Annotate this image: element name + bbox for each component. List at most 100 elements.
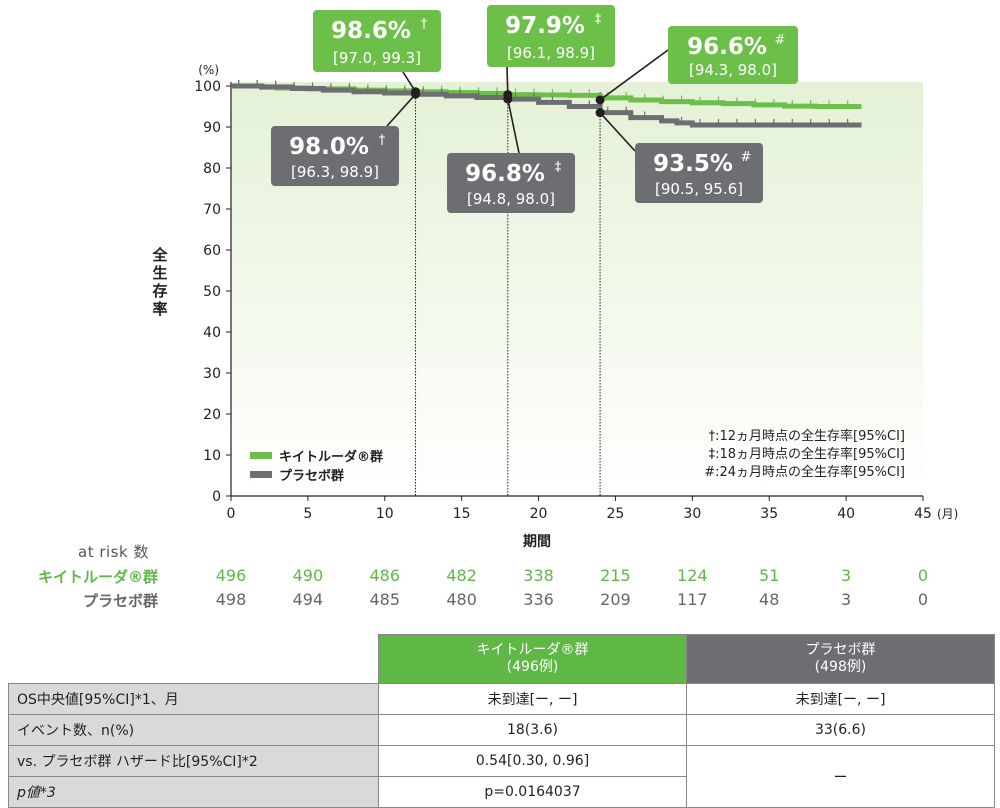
- callout-value: 98.0%: [289, 134, 369, 160]
- at-risk-value: 0: [917, 590, 929, 609]
- callout-value: 96.6%: [687, 34, 767, 60]
- x-tick-label: 0: [227, 506, 236, 522]
- placebo-callout-box: [635, 143, 763, 203]
- table-corner: [8, 634, 379, 684]
- at-risk-value: 0: [917, 566, 929, 585]
- y-tick-label: 100: [194, 79, 221, 95]
- keytruda-callout-box: [313, 10, 441, 72]
- at-risk-row-label: プラセボ群: [82, 592, 158, 610]
- at-risk-value: 486: [369, 566, 401, 585]
- table-header-placebo: プラセボ群 (498例): [686, 634, 995, 684]
- y-tick-label: 70: [203, 202, 221, 218]
- callout-ci: [96.1, 98.9]: [507, 44, 595, 62]
- callout-leader: [599, 112, 636, 152]
- y-tick-label: 80: [203, 161, 221, 177]
- at-risk-value: 494: [292, 590, 324, 609]
- x-tick-label: 5: [303, 506, 312, 522]
- hazard-ratio-placebo: ー: [686, 745, 995, 808]
- at-risk-value: 209: [600, 590, 631, 609]
- y-tick-label: 50: [203, 284, 221, 300]
- at-risk-value: 117: [677, 590, 708, 609]
- at-risk-row-label: キイトルーダ®群: [37, 568, 158, 586]
- placebo-curve: [231, 83, 862, 128]
- keytruda-header-n: (496例): [506, 659, 559, 675]
- y-tick-label: 60: [203, 243, 221, 259]
- footnote: #:24ヵ月時点の全生存率[95%CI]: [704, 464, 905, 480]
- at-risk-value: 48: [759, 590, 780, 609]
- events-keytruda: 18(3.6): [378, 714, 687, 746]
- callout-leader: [599, 49, 669, 101]
- legend-swatch-placebo: [250, 471, 272, 478]
- at-risk-title: at risk 数: [78, 543, 149, 561]
- callout-point: [595, 95, 605, 105]
- placebo-callout-box: [271, 126, 399, 186]
- x-tick-label: 25: [607, 506, 625, 522]
- callout-mark: ‡: [595, 12, 602, 27]
- x-tick-label: 20: [530, 506, 548, 522]
- callout-mark: #: [741, 150, 752, 165]
- footnote: ‡:18ヵ月時点の全生存率[95%CI]: [709, 446, 905, 462]
- row-hazard-ratio-label: vs. プラセボ群 ハザード比[95%CI]*2: [8, 745, 379, 777]
- callout-leader: [506, 66, 509, 95]
- y-axis-title: 全生存率: [151, 246, 168, 318]
- callout-point: [411, 89, 421, 99]
- at-risk-row-placebo: プラセボ群 498 494 485 480 336 209 117 48 3 0: [0, 590, 1000, 612]
- os-median-keytruda: 未到達[ー, ー]: [378, 683, 687, 715]
- at-risk-value: 482: [446, 566, 477, 585]
- survival-chart: 0 10 20 30 40 50 60 70 80 90 100 0 5 10 15 20 25 30 35 40 45…: [151, 5, 958, 550]
- legend-label-placebo: プラセボ群: [279, 468, 344, 484]
- callout-value: 93.5%: [653, 151, 733, 177]
- x-tick-label: 10: [376, 506, 394, 522]
- at-risk-value: 215: [600, 566, 631, 585]
- callout-mark: †: [421, 17, 428, 32]
- y-tick-label: 30: [203, 366, 221, 382]
- callout-leader: [507, 98, 520, 154]
- placebo-callout-box: [447, 153, 575, 213]
- callout-point: [595, 108, 605, 118]
- hazard-ratio-keytruda: 0.54[0.30, 0.96]: [378, 745, 687, 777]
- summary-table: キイトルーダ®群 (496例) プラセボ群 (498例) OS中央値[95%CI…: [8, 634, 995, 808]
- at-risk-value: 490: [292, 566, 324, 585]
- x-tick-label: 35: [760, 506, 778, 522]
- y-tick-label: 90: [203, 120, 221, 136]
- keytruda-header-title: キイトルーダ®群: [476, 642, 589, 658]
- placebo-header-title: プラセボ群: [805, 642, 876, 658]
- at-risk-value: 498: [215, 590, 247, 609]
- y-tick-label: 0: [212, 489, 221, 505]
- at-risk-value: 338: [523, 566, 554, 585]
- x-axis-title: 期間: [523, 534, 551, 550]
- x-tick-label: 45: [914, 506, 932, 522]
- callout-value: 97.9%: [505, 13, 585, 39]
- callout-ci: [94.8, 98.0]: [467, 190, 555, 208]
- row-pvalue-label: p値*3: [8, 776, 379, 808]
- callout-ci: [90.5, 95.6]: [655, 180, 743, 198]
- callout-ci: [96.3, 98.9]: [291, 163, 379, 181]
- events-placebo: 33(6.6): [686, 714, 995, 746]
- footnote: †:12ヵ月時点の全生存率[95%CI]: [709, 428, 905, 444]
- at-risk-value: 336: [523, 590, 554, 609]
- at-risk-value: 124: [677, 566, 708, 585]
- callout-ci: [94.3, 98.0]: [689, 61, 777, 79]
- legend-label-keytruda: キイトルーダ®群: [279, 449, 383, 465]
- at-risk-row-keytruda: キイトルーダ®群 496 490 486 482 338 215 124 51 3 0: [0, 566, 1000, 588]
- at-risk-value: 3: [841, 566, 852, 585]
- keytruda-callout-box: [487, 5, 615, 67]
- x-tick-label: 15: [453, 506, 471, 522]
- at-risk-section: at risk 数 キイトルーダ®群 496 490 486 482 338 215 124 5…: [0, 538, 1000, 618]
- row-os-median-label: OS中央値[95%CI]*1、月: [8, 683, 379, 715]
- at-risk-value: 3: [841, 590, 852, 609]
- y-tick-label: 20: [203, 407, 221, 423]
- callout-mark: ‡: [555, 160, 562, 175]
- callout-mark: #: [775, 33, 786, 48]
- at-risk-value: 496: [215, 566, 247, 585]
- keytruda-callout-box: [668, 26, 798, 84]
- x-tick-label: 40: [837, 506, 855, 522]
- callout-ci: [97.0, 99.3]: [333, 49, 421, 67]
- x-tick-label: 30: [683, 506, 701, 522]
- os-median-placebo: 未到達[ー, ー]: [686, 683, 995, 715]
- callout-leader: [386, 93, 417, 127]
- x-unit-label: (月): [937, 507, 958, 521]
- at-risk-value: 485: [369, 590, 401, 609]
- callout-value: 98.6%: [331, 18, 411, 44]
- row-events-label: イベント数、n(%): [8, 714, 379, 746]
